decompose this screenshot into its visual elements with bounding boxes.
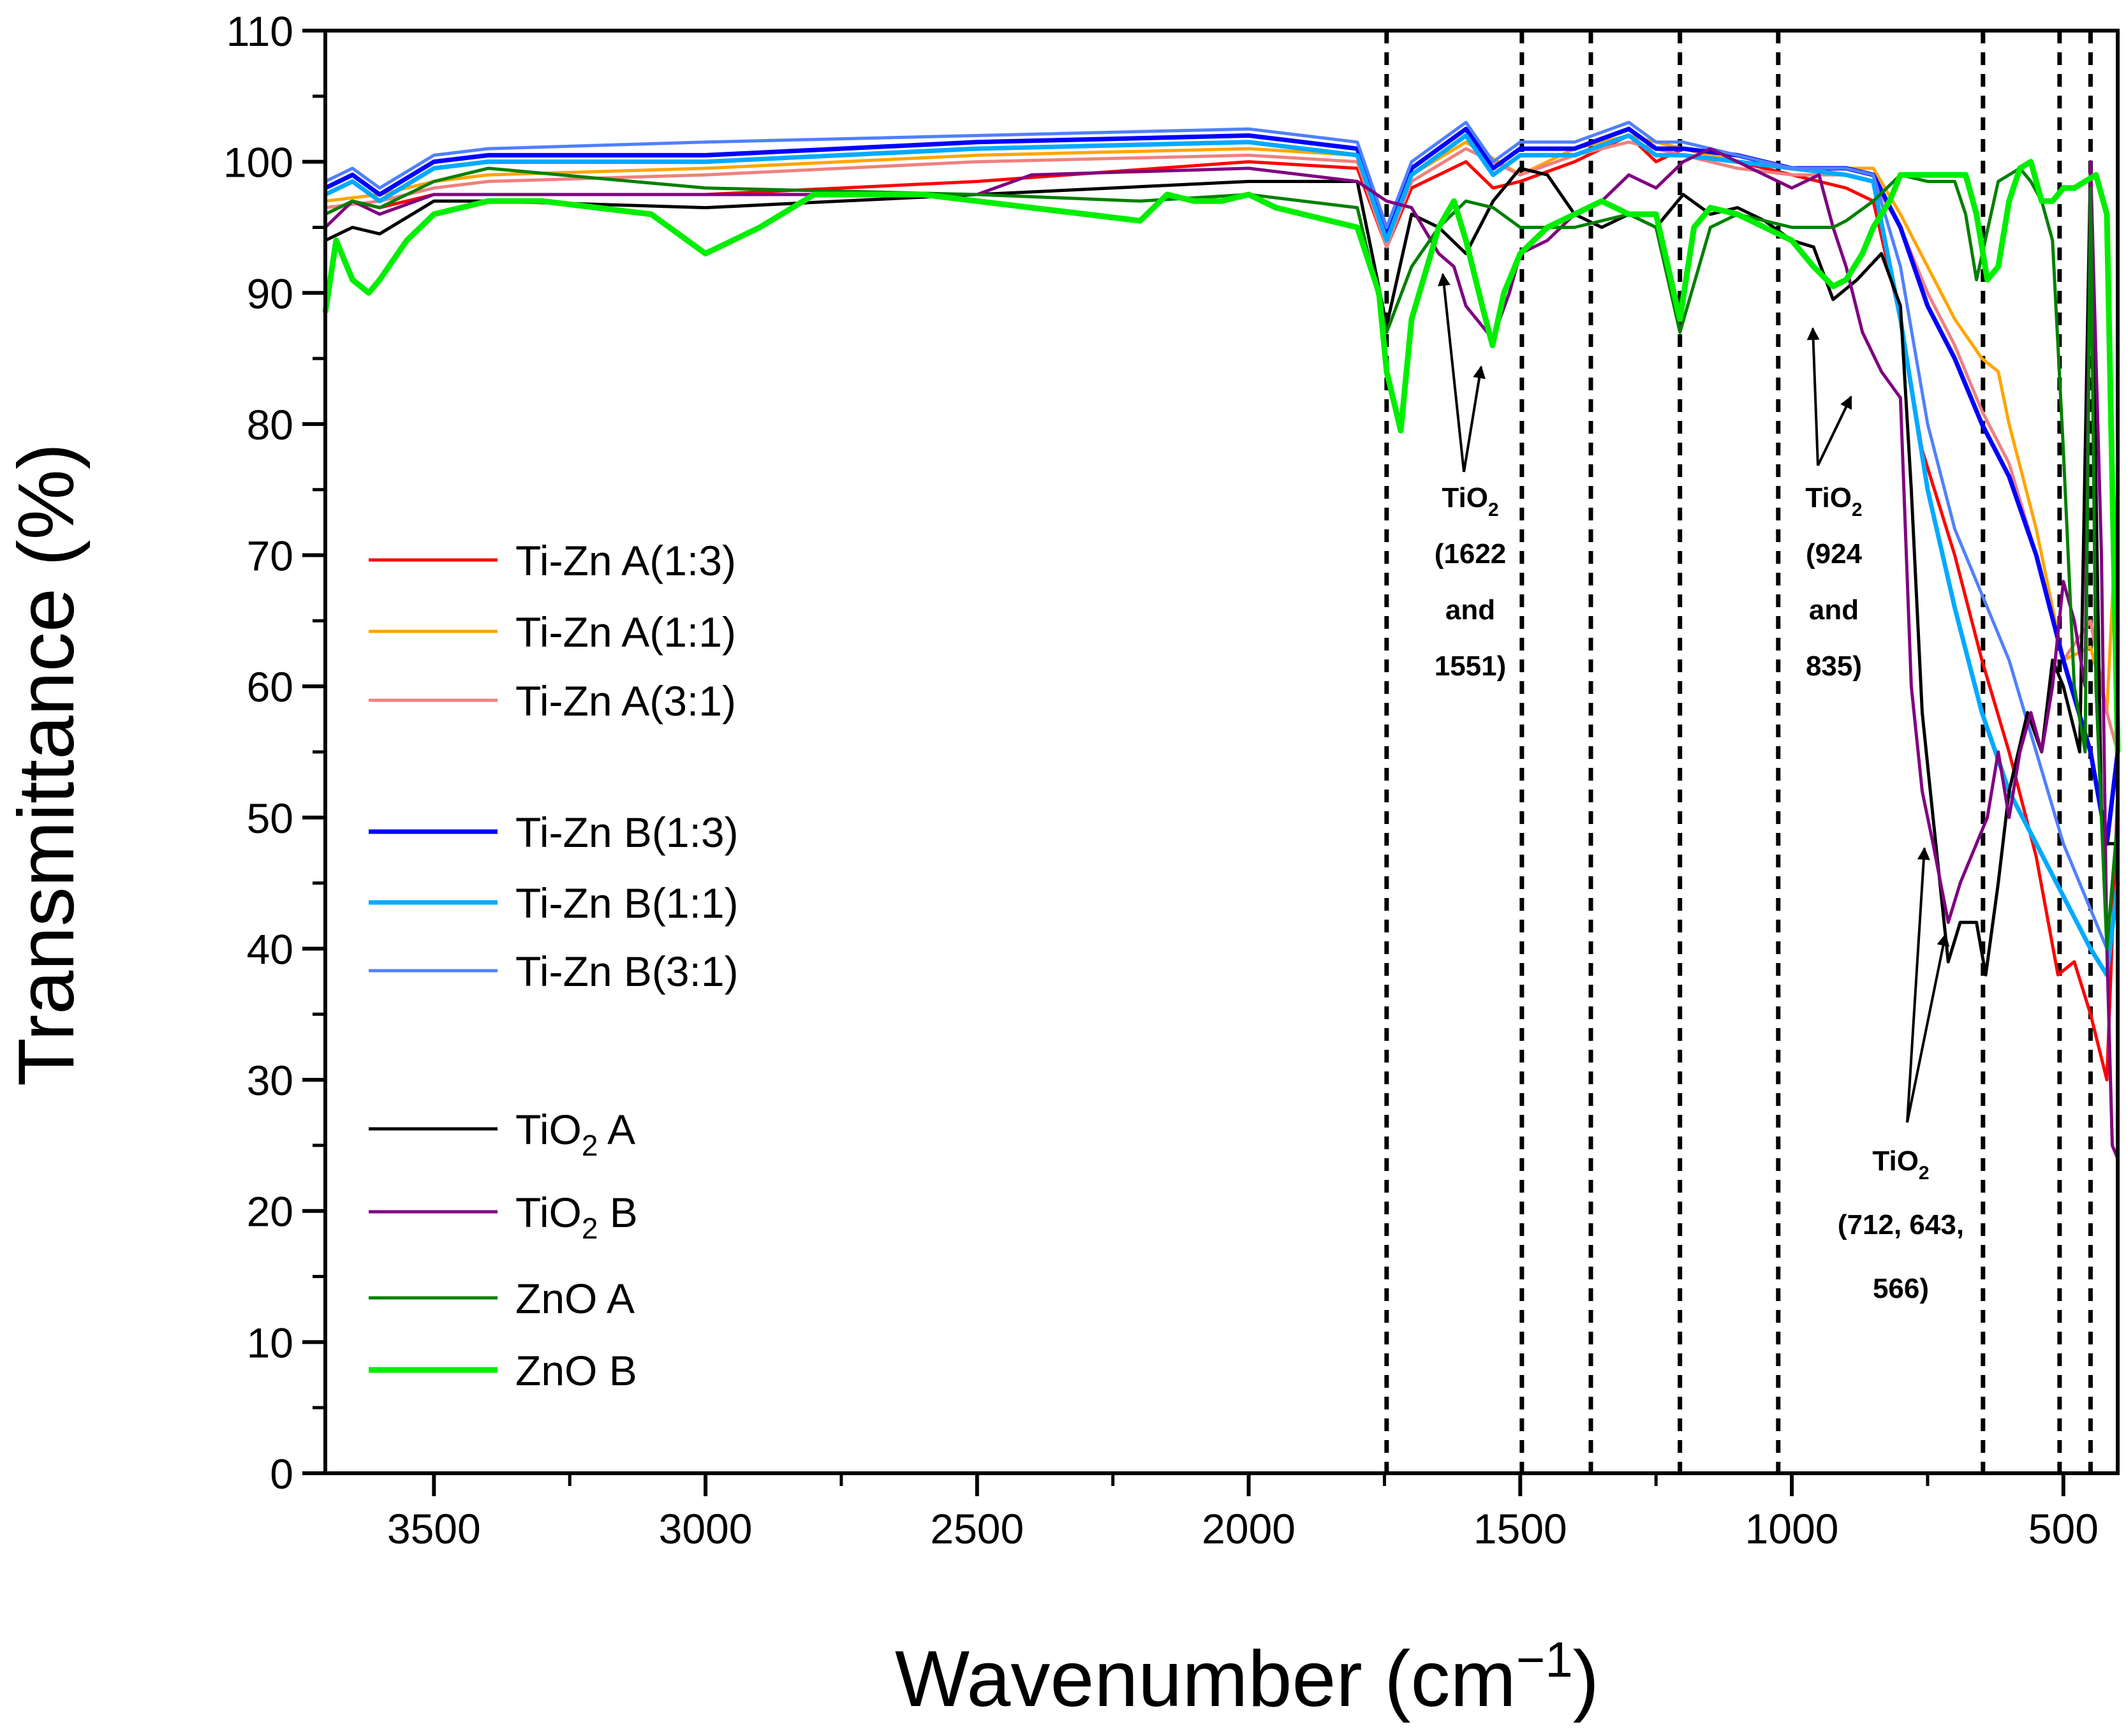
legend-label-7: TiO2 B: [515, 1189, 638, 1245]
series-line-5: [324, 121, 2120, 950]
y-tick-label-7: 70: [247, 533, 293, 580]
annotation-line-1-2: 835): [1806, 651, 1862, 682]
annotation-line-1-1: and: [1809, 594, 1859, 626]
legend-label-9: ZnO B: [515, 1347, 637, 1394]
annotation-title-1: TiO2: [1805, 482, 1862, 520]
legend-label-2: Ti-Zn A(3:1): [515, 677, 736, 725]
annotation-arrow-0-1: [1463, 365, 1486, 473]
x-tick-label-6: 500: [2028, 1505, 2099, 1552]
x-tick-label-2: 2500: [930, 1505, 1024, 1552]
legend-label-8: ZnO A: [515, 1275, 635, 1322]
legend-label-6: TiO2 A: [515, 1106, 635, 1162]
x-tick-label-5: 1000: [1745, 1505, 1839, 1552]
y-tick-label-5: 50: [247, 795, 293, 842]
x-tick-label-1: 3000: [659, 1505, 753, 1552]
y-tick-label-1: 10: [247, 1319, 293, 1366]
y-tick-label-0: 0: [270, 1450, 293, 1497]
annotations: TiO2 (1622 and 1551) TiO2 (924 and 835) TiO2 (712…: [1435, 273, 1964, 1304]
annotation-title-2: TiO2: [1872, 1145, 1929, 1184]
y-tick-label-3: 30: [247, 1057, 293, 1104]
x-axis-title-close: ): [1573, 1635, 1599, 1723]
y-axis: 0 10 20 30 40 50 60 70 80 90 100 110: [223, 8, 325, 1497]
annotation-arrow-1-1: [1817, 395, 1852, 466]
y-tick-label-10: 100: [223, 139, 293, 186]
series-line-3: [324, 126, 2120, 846]
annotation-arrow-2-1: [1906, 933, 1950, 1123]
annotation-line-0-1: and: [1445, 594, 1495, 626]
y-tick-label-11: 110: [226, 8, 293, 55]
x-axis-title: Wavenumber (cm−1): [895, 1631, 1599, 1723]
series-line-9: [322, 159, 2121, 753]
y-tick-label-6: 60: [247, 663, 293, 710]
y-tick-label-4: 40: [247, 925, 293, 973]
x-tick-label-3: 2000: [1202, 1505, 1296, 1552]
y-tick-label-9: 90: [247, 270, 293, 317]
legend-label-1: Ti-Zn A(1:1): [515, 608, 736, 656]
annotation-line-2-0: (712, 643,: [1838, 1209, 1964, 1240]
y-axis-title: Transmittance (%): [3, 443, 91, 1086]
series-line-4: [324, 133, 2120, 978]
annotation-line-0-0: (1622: [1435, 538, 1507, 570]
x-tick-label-0: 3500: [387, 1505, 481, 1552]
annotation-arrow-1-0: [1806, 327, 1820, 466]
annotation-line-0-2: 1551): [1435, 651, 1507, 682]
annotation-line-2-1: 566): [1873, 1273, 1929, 1304]
series-line-1: [325, 134, 2120, 714]
x-axis-title-superscript: −1: [1516, 1631, 1573, 1688]
series-line-7: [324, 147, 2120, 1159]
legend-label-3: Ti-Zn B(1:3): [515, 809, 739, 856]
annotation-line-1-0: (924: [1806, 538, 1863, 570]
legend: Ti-Zn A(1:3) Ti-Zn A(1:1) Ti-Zn A(3:1) Ti-Z…: [369, 537, 739, 1394]
annotation-title-0: TiO2: [1442, 482, 1498, 520]
x-axis-title-main: Wavenumber (cm: [895, 1635, 1516, 1723]
y-tick-label-8: 80: [247, 401, 293, 448]
legend-label-4: Ti-Zn B(1:1): [515, 879, 739, 927]
y-tick-label-2: 20: [247, 1188, 293, 1235]
x-tick-label-4: 1500: [1473, 1505, 1567, 1552]
series-layer: [322, 121, 2121, 1159]
legend-label-5: Ti-Zn B(3:1): [515, 948, 739, 995]
annotation-arrow-2-0: [1906, 847, 1930, 1123]
annotation-arrow-0-0: [1437, 273, 1465, 473]
legend-label-0: Ti-Zn A(1:3): [515, 537, 736, 584]
x-axis: 3500 3000 2500 2000 1500 1000 500: [387, 1473, 2099, 1552]
